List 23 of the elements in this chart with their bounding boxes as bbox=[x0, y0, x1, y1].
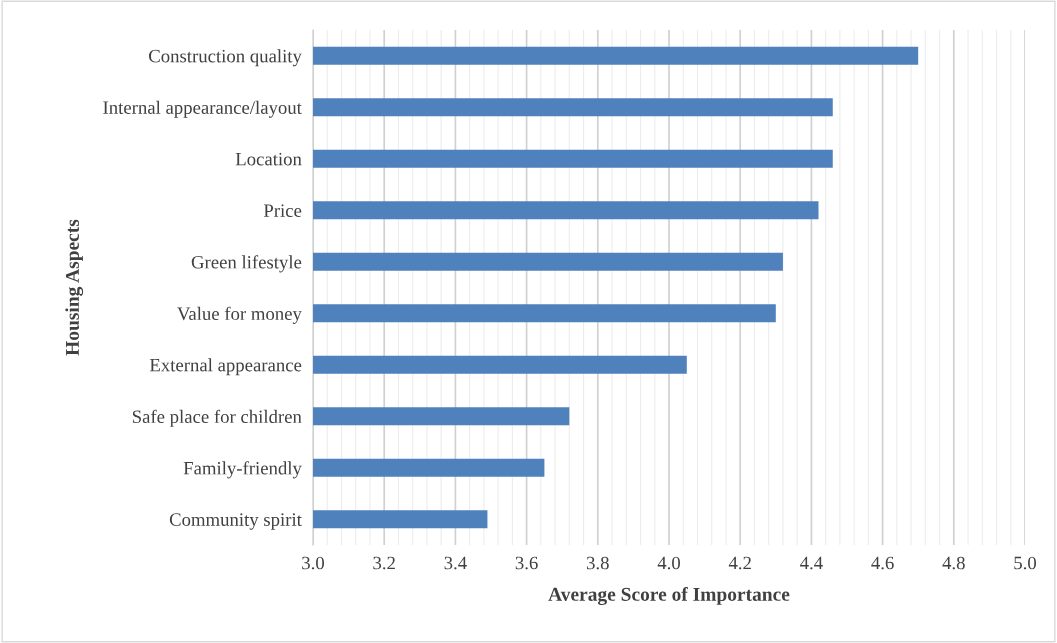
y-tick-label: Location bbox=[235, 152, 302, 166]
y-tick-label: External appearance bbox=[149, 358, 302, 376]
x-tick-label: 3.8 bbox=[586, 556, 609, 570]
x-tick-label: 4.4 bbox=[800, 556, 823, 570]
y-tick-label: Community spirit bbox=[169, 513, 302, 530]
x-tick-label: 3.4 bbox=[444, 556, 467, 570]
x-tick-label: 5.0 bbox=[1014, 556, 1036, 570]
x-tick-label: 3.2 bbox=[373, 556, 395, 570]
x-tick-label: 4.6 bbox=[871, 556, 894, 570]
x-tick-label: 3.6 bbox=[515, 556, 538, 570]
y-tick-label: Construction quality bbox=[149, 49, 302, 67]
y-tick-label: Value for money bbox=[177, 306, 302, 324]
x-axis-title: Average Score of Importance bbox=[548, 587, 790, 605]
y-tick-label: Green lifestyle bbox=[191, 255, 302, 273]
y-tick-label: Family-friendly bbox=[183, 461, 302, 479]
x-tick-label: 4.8 bbox=[942, 556, 965, 570]
y-tick-label: Internal appearance/layout bbox=[103, 100, 302, 118]
x-tick-label: 3.0 bbox=[302, 556, 324, 570]
y-axis-title: Housing Aspects bbox=[65, 219, 84, 356]
x-tick-label: 4.2 bbox=[728, 556, 751, 570]
x-tick-label: 4.0 bbox=[657, 556, 680, 570]
y-tick-label: Safe place for children bbox=[132, 409, 302, 427]
y-tick-label: Price bbox=[263, 204, 302, 217]
